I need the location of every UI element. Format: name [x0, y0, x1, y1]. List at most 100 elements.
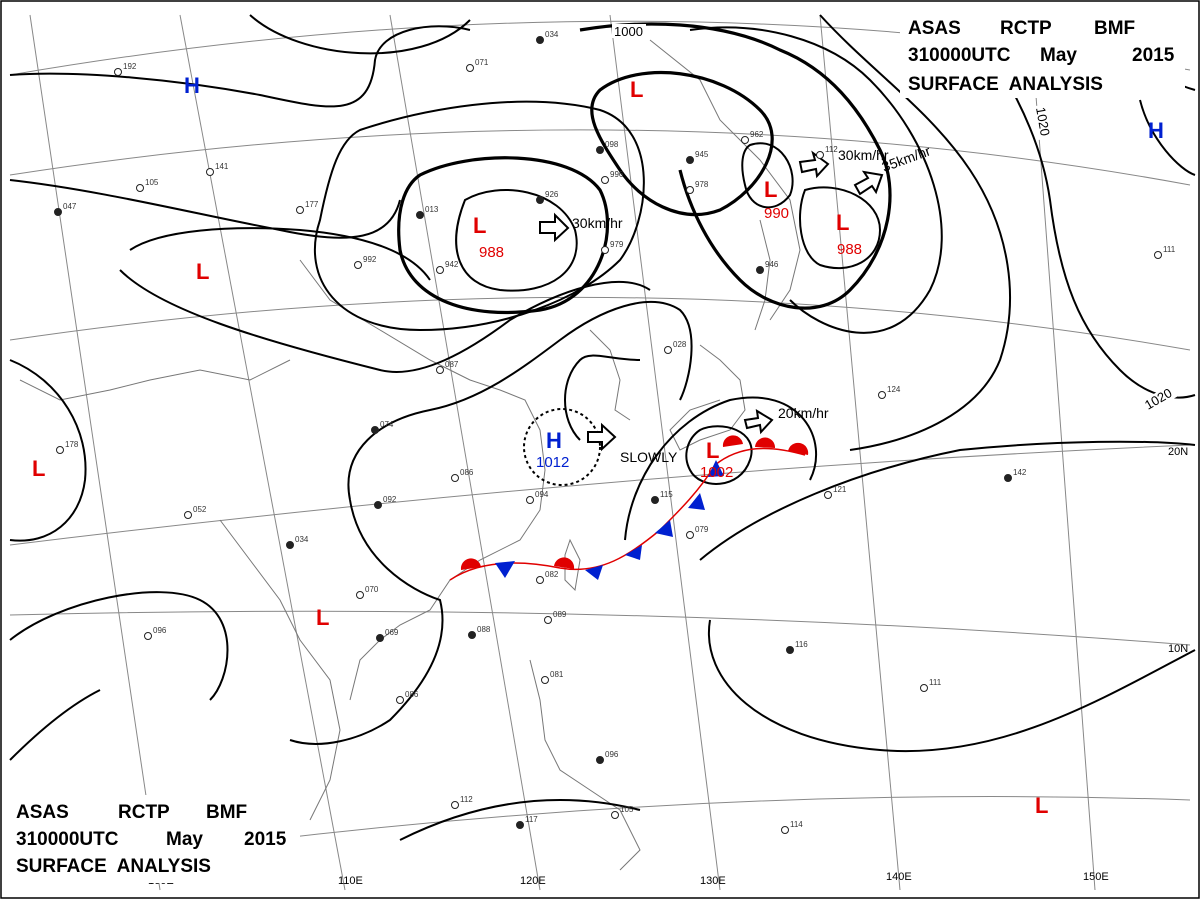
- low-center: L: [630, 77, 643, 102]
- station-pressure: 071: [475, 58, 489, 67]
- station-marker-icon: [786, 646, 794, 654]
- station-marker-icon: [184, 511, 192, 519]
- isobar-labels: 1000 1020 1020: [612, 24, 1178, 414]
- station-pressure: 081: [550, 670, 564, 679]
- station-pressure: 116: [795, 640, 808, 649]
- dashed-high-circle: [523, 408, 601, 486]
- station-pressure: 094: [535, 490, 549, 499]
- low-center-pressure: 990: [764, 205, 789, 222]
- cold-front-symbol: [655, 520, 673, 537]
- cold-front-symbol: [495, 561, 515, 578]
- lon-label-110e: 110E: [338, 875, 363, 887]
- station-marker-icon: [296, 206, 304, 214]
- isobar: [119, 269, 651, 373]
- station-marker-icon: [466, 64, 474, 72]
- low-center: L: [196, 259, 209, 284]
- lat-label-10n: 10N: [1168, 643, 1188, 655]
- isobar-bold: [590, 71, 774, 216]
- warm-front-symbol: [788, 442, 809, 455]
- station-pressure: 192: [123, 62, 137, 71]
- isobar-label: 1020: [1033, 106, 1053, 137]
- station-marker-icon: [451, 474, 459, 482]
- station-pressure: 978: [695, 180, 709, 189]
- header-top-line2-a: 310000UTC: [908, 45, 1011, 66]
- lat-label-20n: 20N: [1168, 446, 1188, 458]
- low-center: L: [473, 213, 486, 238]
- station-pressure: 096: [605, 750, 619, 759]
- station-pressure: 114: [790, 820, 803, 829]
- station-marker-icon: [436, 366, 444, 374]
- movement-speed: 20km/hr: [778, 405, 829, 421]
- station-marker-icon: [781, 826, 789, 834]
- station-marker-icon: [596, 146, 604, 154]
- station-marker-icon: [601, 246, 609, 254]
- header-bottom-line1-b: RCTP: [118, 802, 170, 823]
- station-marker-icon: [144, 632, 152, 640]
- header-top: ASAS RCTP BMF 310000UTC May 2015 SURFACE…: [900, 10, 1185, 98]
- station-pressure: 092: [383, 495, 397, 504]
- isobar: [685, 425, 753, 485]
- header-bottom-line1-c: BMF: [206, 802, 247, 823]
- station-pressure: 105: [620, 805, 634, 814]
- station-pressure: 088: [477, 625, 491, 634]
- header-top-line2-b: May: [1040, 45, 1077, 66]
- station-marker-icon: [824, 491, 832, 499]
- isobar: [799, 186, 882, 270]
- coast-korea: [589, 329, 631, 421]
- isobar: [564, 354, 641, 441]
- station-pressure: 926: [545, 190, 559, 199]
- header-top-line2-c: 2015: [1132, 45, 1175, 66]
- isobar-bold: [397, 156, 609, 315]
- isobar: [689, 26, 943, 334]
- header-bottom-line2-a: 310000UTC: [16, 829, 119, 850]
- cold-front-symbol: [688, 493, 705, 510]
- station-pressure: 178: [65, 440, 79, 449]
- station-pressure: 034: [295, 535, 309, 544]
- isobar: [399, 799, 641, 841]
- station-pressure: 079: [695, 525, 709, 534]
- station-pressure: 112: [460, 795, 473, 804]
- station-marker-icon: [416, 211, 424, 219]
- low-center: L: [764, 177, 777, 202]
- station-marker-icon: [371, 426, 379, 434]
- high-center-pressure: 1012: [536, 454, 569, 471]
- station-marker-icon: [544, 616, 552, 624]
- station-marker-icon: [54, 208, 62, 216]
- station-pressure: 115: [660, 490, 673, 499]
- station-pressure: 121: [833, 485, 847, 494]
- coast-japan: [669, 344, 746, 451]
- stationary-front: [449, 447, 806, 581]
- station-pressure: 047: [63, 202, 77, 211]
- cold-front-symbol: [585, 565, 603, 580]
- header-bottom-line2-b: May: [166, 829, 203, 850]
- station-pressure: 028: [673, 340, 687, 349]
- station-pressure: 034: [545, 30, 559, 39]
- station-marker-icon: [686, 186, 694, 194]
- station-marker-icon: [756, 266, 764, 274]
- station-pressure: 074: [380, 420, 394, 429]
- isobar: [624, 396, 818, 541]
- station-marker-icon: [1154, 251, 1162, 259]
- fronts: [449, 435, 809, 581]
- low-center: L: [316, 605, 329, 630]
- movement-arrow-icon: [743, 409, 774, 435]
- station-pressure: 111: [929, 678, 942, 687]
- station-pressure: 098: [605, 140, 619, 149]
- coastlines: [19, 39, 801, 871]
- station-pressure: 942: [445, 260, 459, 269]
- station-marker-icon: [741, 136, 749, 144]
- station-pressure: 089: [553, 610, 567, 619]
- station-pressure: 996: [610, 170, 624, 179]
- station-marker-icon: [436, 266, 444, 274]
- station-pressure: 070: [365, 585, 379, 594]
- station-pressure: 992: [363, 255, 377, 264]
- movement-speed: 30km/hr: [838, 147, 889, 163]
- high-center: H: [546, 428, 562, 453]
- station-marker-icon: [664, 346, 672, 354]
- warm-front-symbol: [722, 435, 743, 447]
- isobar: [9, 25, 471, 108]
- station-marker-icon: [114, 68, 122, 76]
- station-pressure: 124: [887, 385, 901, 394]
- movement-arrow-icon: [853, 170, 884, 196]
